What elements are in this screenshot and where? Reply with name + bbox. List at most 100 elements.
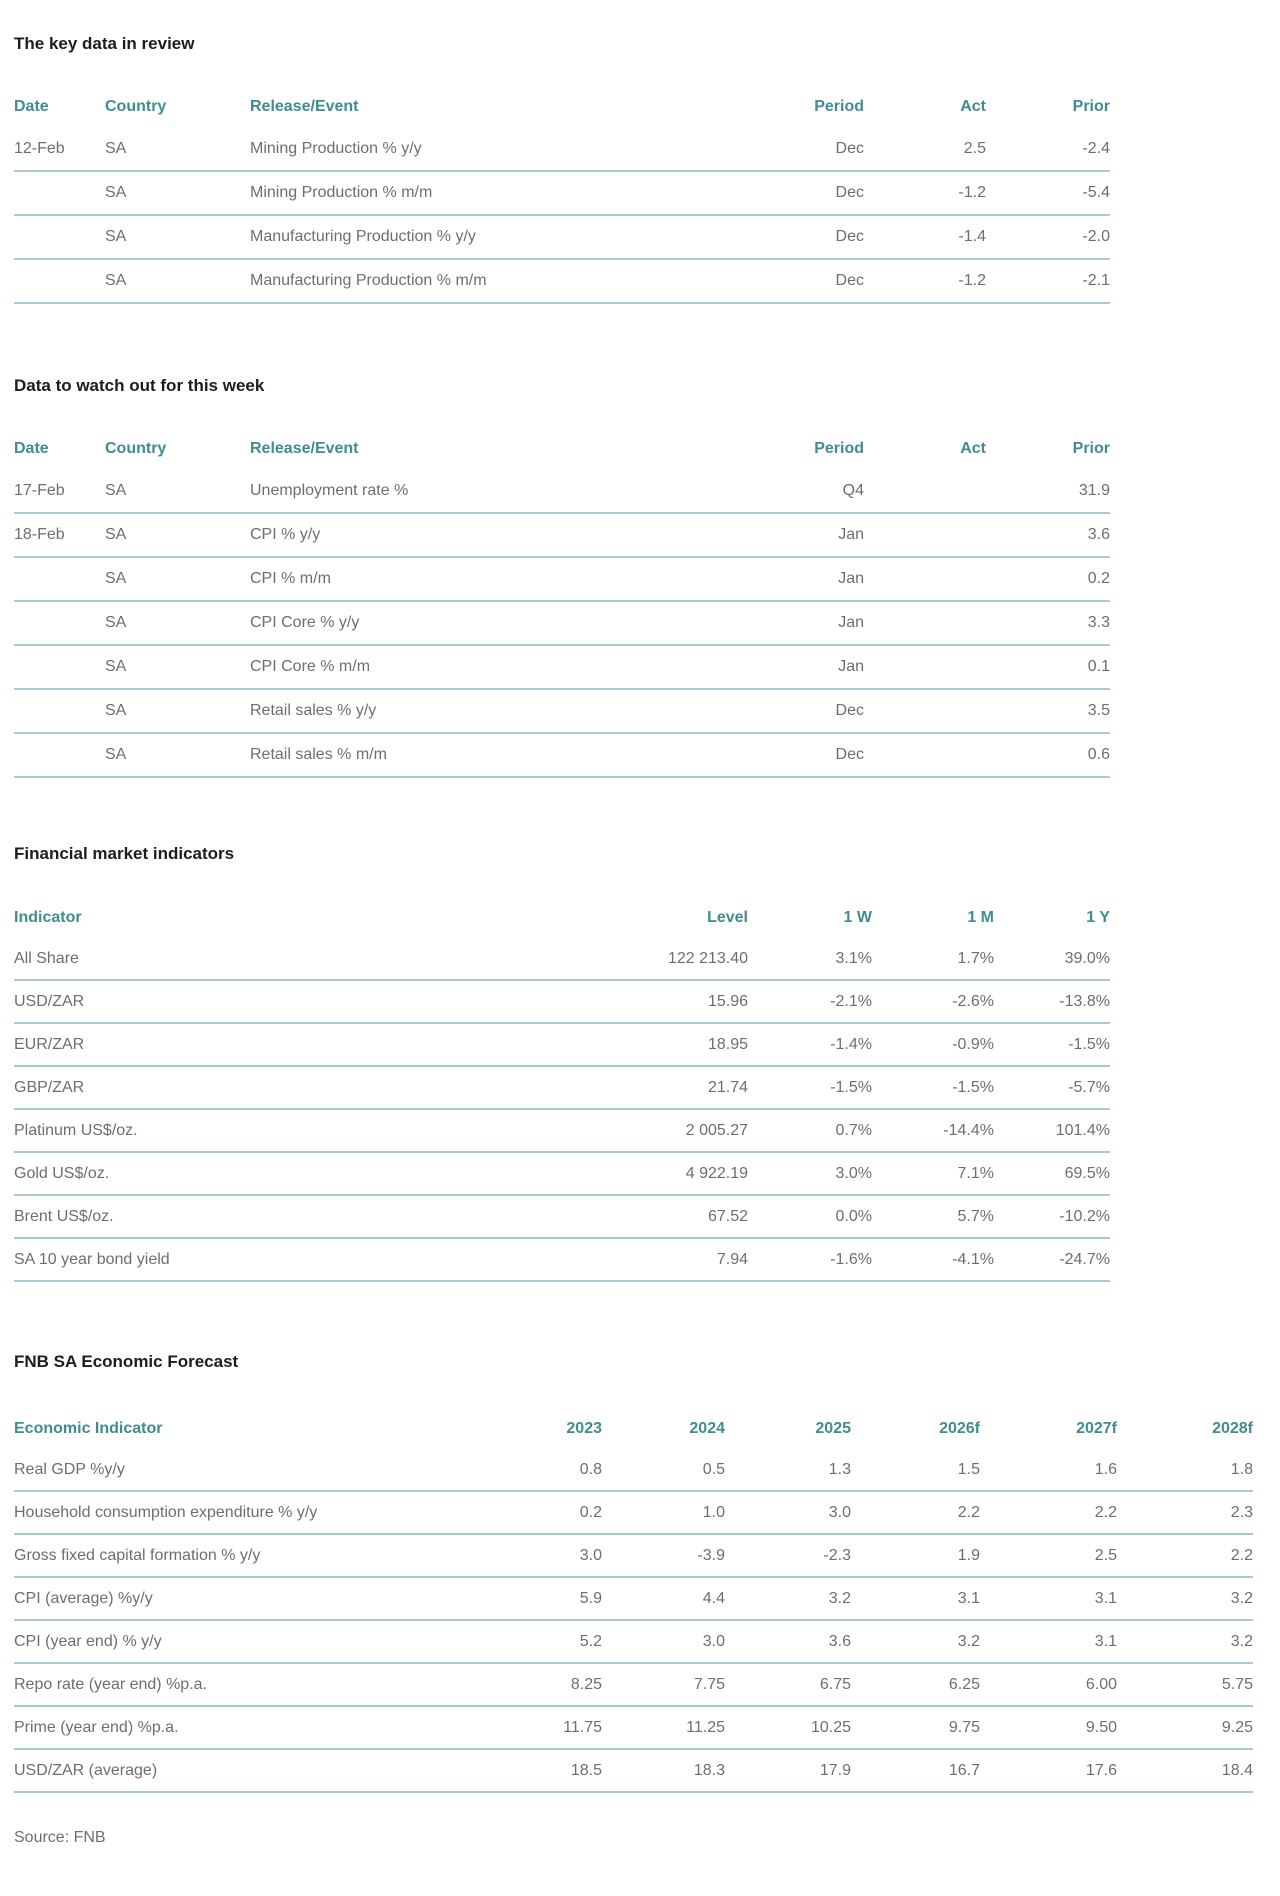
table-row: Repo rate (year end) %p.a. 8.25 7.75 6.75 6.… <box>14 1663 1253 1707</box>
source-note: Source: FNB <box>14 1829 106 1846</box>
table-header-row: Date Country Release/Event Period Act Prior <box>14 86 1110 128</box>
column-header: 2028f <box>1212 1419 1253 1437</box>
table-cell <box>864 470 986 514</box>
column-header: Indicator <box>14 908 82 926</box>
table-cell <box>864 689 986 734</box>
table-cell: -1.5% <box>748 1066 872 1110</box>
table-cell: 1.5 <box>851 1449 980 1492</box>
table-cell: -1.4 <box>864 215 986 260</box>
table-cell: 5.7% <box>872 1195 994 1239</box>
table-cell: 3.1 <box>980 1577 1117 1621</box>
table-cell: 31.9 <box>986 470 1110 514</box>
table-cell: 1.3 <box>725 1449 851 1492</box>
column-header: Act <box>960 440 986 457</box>
table-cell: -24.7% <box>994 1238 1110 1282</box>
table-cell <box>14 557 105 602</box>
table-cell: Gold US$/oz. <box>14 1152 498 1196</box>
table-cell: Mining Production % y/y <box>250 128 744 172</box>
section-title-forecast: FNB SA Economic Forecast <box>14 1352 239 1371</box>
table-cell: 17.9 <box>725 1749 851 1793</box>
column-header: Release/Event <box>250 440 359 457</box>
table-cell: 1.7% <box>872 938 994 981</box>
table-row: CPI (average) %y/y 5.9 4.4 3.2 3.1 3.1 3.2 <box>14 1577 1253 1621</box>
table-cell: USD/ZAR <box>14 980 498 1024</box>
table-cell: SA <box>105 470 250 514</box>
table-cell: SA <box>105 557 250 602</box>
table-cell: 6.75 <box>725 1663 851 1707</box>
table-cell: SA <box>105 645 250 690</box>
table-row: Real GDP %y/y 0.8 0.5 1.3 1.5 1.6 1.8 <box>14 1449 1253 1492</box>
table-row: 18-Feb SA CPI % y/y Jan 3.6 <box>14 513 1110 558</box>
table-row: All Share 122 213.40 3.1% 1.7% 39.0% <box>14 938 1110 981</box>
table-cell: -10.2% <box>994 1195 1110 1239</box>
table-cell: 18.5 <box>452 1749 602 1793</box>
table-row: SA Mining Production % m/m Dec -1.2 -5.4 <box>14 171 1110 216</box>
column-header: Act <box>960 98 986 115</box>
table-cell: 3.1% <box>748 938 872 981</box>
table-cell: 0.2 <box>986 557 1110 602</box>
financial-indicators-table: Indicator Level 1 W 1 M 1 Y All Share 122 213… <box>14 897 1110 1282</box>
column-header: Country <box>105 440 167 457</box>
table-cell: Brent US$/oz. <box>14 1195 498 1239</box>
table-cell: SA <box>105 733 250 778</box>
table-row: GBP/ZAR 21.74 -1.5% -1.5% -5.7% <box>14 1066 1110 1110</box>
table-cell: 4.4 <box>602 1577 725 1621</box>
table-cell: -14.4% <box>872 1109 994 1153</box>
table-cell: 10.25 <box>725 1706 851 1750</box>
table-cell <box>14 171 105 216</box>
table-cell: 16.7 <box>851 1749 980 1793</box>
table-cell: -3.9 <box>602 1534 725 1578</box>
table-header-row: Date Country Release/Event Period Act Prior <box>14 428 1110 470</box>
table-cell: CPI Core % m/m <box>250 645 744 690</box>
table-header-row: Indicator Level 1 W 1 M 1 Y <box>14 897 1110 938</box>
table-cell: 3.2 <box>1117 1577 1253 1621</box>
column-header: Period <box>814 440 864 457</box>
economic-forecast-table: Economic Indicator 2023 2024 2025 2026f 2027f… <box>14 1408 1253 1793</box>
column-header: 1 M <box>967 908 994 926</box>
table-row: Brent US$/oz. 67.52 0.0% 5.7% -10.2% <box>14 1195 1110 1239</box>
table-cell: 2.3 <box>1117 1491 1253 1535</box>
table-cell: 18.3 <box>602 1749 725 1793</box>
table-cell: SA <box>105 689 250 734</box>
column-header: Period <box>814 98 864 115</box>
column-header: Economic Indicator <box>14 1419 163 1437</box>
table-cell: 3.3 <box>986 601 1110 646</box>
table-cell: -1.2 <box>864 259 986 304</box>
table-cell: -2.6% <box>872 980 994 1024</box>
table-cell: CPI % m/m <box>250 557 744 602</box>
table-cell: 3.6 <box>986 513 1110 558</box>
table-cell: 101.4% <box>994 1109 1110 1153</box>
table-cell: 69.5% <box>994 1152 1110 1196</box>
column-header: Prior <box>1072 98 1110 115</box>
column-header: 2027f <box>1076 1419 1117 1437</box>
table-cell: Dec <box>744 689 864 734</box>
table-cell: -4.1% <box>872 1238 994 1282</box>
table-cell: 0.0% <box>748 1195 872 1239</box>
table-cell: 3.0 <box>602 1620 725 1664</box>
table-cell: 21.74 <box>498 1066 748 1110</box>
table-row: 17-Feb SA Unemployment rate % Q4 31.9 <box>14 470 1110 514</box>
section-title-watch: Data to watch out for this week <box>14 376 265 395</box>
key-data-table-body: 12-Feb SA Mining Production % y/y Dec 2.5 -2.… <box>14 128 1110 304</box>
table-cell: -2.3 <box>725 1534 851 1578</box>
table-cell: SA <box>105 259 250 304</box>
table-cell: 17-Feb <box>14 470 105 514</box>
table-cell: 18-Feb <box>14 513 105 558</box>
financial-table-header: Indicator Level 1 W 1 M 1 Y <box>14 897 1110 938</box>
column-header: Level <box>707 908 748 926</box>
table-cell: 5.75 <box>1117 1663 1253 1707</box>
table-cell: 11.25 <box>602 1706 725 1750</box>
table-row: SA CPI % m/m Jan 0.2 <box>14 557 1110 602</box>
table-cell: -1.4% <box>748 1023 872 1067</box>
table-cell: -1.2 <box>864 171 986 216</box>
table-row: SA 10 year bond yield 7.94 -1.6% -4.1% -24.7… <box>14 1238 1110 1282</box>
table-row: USD/ZAR 15.96 -2.1% -2.6% -13.8% <box>14 980 1110 1024</box>
table-cell: 12-Feb <box>14 128 105 172</box>
table-cell: SA <box>105 601 250 646</box>
table-cell: -2.0 <box>986 215 1110 260</box>
report-page: The key data in review Date Country Releas… <box>0 33 1280 1849</box>
table-cell: 3.1 <box>980 1620 1117 1664</box>
table-cell: Manufacturing Production % m/m <box>250 259 744 304</box>
table-cell: 4 922.19 <box>498 1152 748 1196</box>
table-cell: 9.25 <box>1117 1706 1253 1750</box>
